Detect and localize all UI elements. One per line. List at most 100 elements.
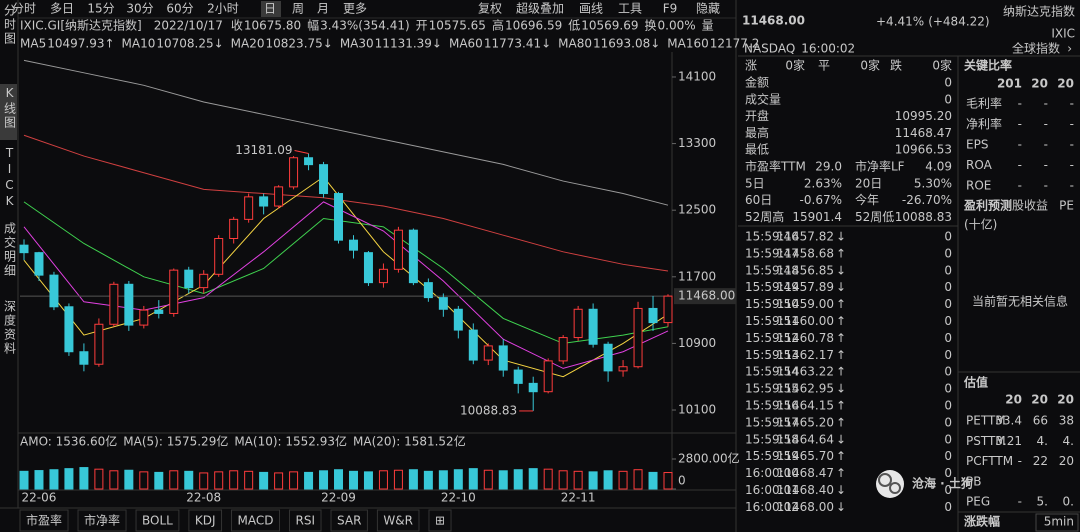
ratio-cell: - — [1044, 158, 1048, 172]
candle-body — [184, 269, 194, 289]
volume-legend: AMO: 1536.60亿 — [20, 434, 117, 449]
ratio-cell: - — [1018, 179, 1022, 193]
empty-note: 当前暂无相关信息 — [972, 294, 1068, 309]
period-tab[interactable]: 多日 — [50, 2, 74, 16]
ma-value: 10497.93↑ — [47, 37, 114, 51]
ma-label: MA80 — [558, 37, 592, 51]
watermark-icon — [878, 473, 892, 487]
candle-body — [588, 308, 598, 345]
tool-button[interactable]: 隐藏 — [696, 2, 720, 16]
ratio-cell: - — [1018, 138, 1022, 152]
candle-body — [169, 269, 179, 314]
indicator-tab[interactable]: SAR — [337, 514, 361, 528]
tick-time: 16:00:01 — [745, 483, 799, 497]
tool-button[interactable]: 复权 — [478, 2, 502, 16]
volume-bar — [513, 469, 523, 490]
indicator-tab[interactable]: KDJ — [195, 514, 216, 528]
volume-bar — [363, 471, 373, 490]
side-tab[interactable]: TICK — [3, 146, 17, 210]
tick-price: 11468.47 — [777, 466, 834, 480]
period[interactable]: 5min — [1044, 515, 1074, 529]
volume-bar — [184, 470, 194, 490]
tick-arrow: ↓ — [836, 230, 846, 244]
volume-bar — [94, 468, 104, 490]
indicator-tab[interactable]: W&R — [383, 514, 413, 528]
ma-line — [23, 201, 669, 344]
tick-time: 15:59:52 — [745, 331, 799, 345]
period-tab[interactable]: 15分 — [87, 2, 114, 16]
y-tick-label: 12500 — [678, 203, 716, 217]
period-tab[interactable]: 更多 — [343, 2, 367, 16]
valuation-cell: 20 — [1059, 454, 1074, 468]
tool-button[interactable]: 超级叠加 — [516, 1, 564, 16]
x-tick-label: 22-09 — [321, 491, 356, 505]
indicator-tab[interactable]: BOLL — [142, 514, 173, 528]
ma-line — [23, 201, 669, 369]
volume-bar — [633, 469, 643, 490]
period-tab[interactable]: 分时 — [12, 2, 36, 16]
period-box[interactable] — [1035, 513, 1079, 532]
period-tab[interactable]: 2小时 — [207, 2, 239, 16]
column-header: 20 — [1031, 77, 1048, 91]
period-tab[interactable]: 60分 — [166, 2, 193, 16]
y-tick-label: 14100 — [678, 69, 716, 83]
ratio-label: 52周高 — [745, 209, 784, 224]
indicator-tab[interactable]: 市盈率 — [26, 513, 62, 528]
indicator-tab[interactable]: MACD — [238, 514, 274, 528]
candle-body — [453, 308, 463, 331]
valuation-cell: 22 — [1033, 454, 1048, 468]
ratio-value: -0.67% — [800, 193, 842, 207]
valuation-cell: 38 — [1059, 414, 1074, 428]
side-tab[interactable]: 成交明细 — [3, 222, 17, 278]
indicator-tab[interactable]: ⊞ — [435, 514, 445, 528]
global-index-link[interactable]: 全球指数 — [1012, 41, 1060, 56]
field-value: 3.43%(354.41) — [320, 19, 409, 33]
tab-border — [77, 509, 127, 532]
volume-bar — [289, 471, 299, 490]
tick-time: 15:59:48 — [745, 263, 799, 277]
stat-label: 开盘 — [745, 108, 769, 123]
tick-volume: 0 — [944, 230, 952, 244]
side-tab[interactable]: K线图 — [3, 86, 17, 130]
volume-bar — [483, 469, 493, 490]
valuation-name: PETTM — [966, 414, 1006, 428]
indicator-tab[interactable]: 市净率 — [84, 513, 120, 528]
side-tab[interactable]: 深度资料 — [3, 300, 17, 356]
tick-price: 11456.85 — [777, 263, 834, 277]
tab-border — [188, 509, 223, 532]
x-tick-label: 22-06 — [22, 491, 57, 505]
side-tab[interactable]: 分时图 — [3, 4, 17, 46]
y-tick-label: 13300 — [678, 136, 716, 150]
tick-time: 15:59:59 — [745, 449, 799, 463]
tool-button[interactable]: 工具 — [618, 2, 642, 16]
tick-volume: 0 — [944, 348, 952, 362]
tick-time: 15:59:56 — [745, 399, 799, 413]
tool-button[interactable]: 画线 — [579, 2, 603, 16]
current-price-box — [674, 288, 736, 305]
ma-value: 10708.25↓ — [156, 37, 223, 51]
tick-arrow: ↑ — [836, 399, 846, 413]
period-tab[interactable]: 月 — [317, 2, 329, 16]
ratio-label: 60日 — [745, 193, 772, 207]
field-label: 开 — [416, 19, 428, 33]
ratio-value: 4.09 — [925, 160, 952, 174]
column-header: 20 — [1005, 393, 1022, 407]
tick-time: 15:59:50 — [745, 297, 799, 311]
section-title: 估值 — [963, 375, 988, 390]
period-tab[interactable]: 日 — [264, 2, 276, 16]
tick-volume: 0 — [944, 399, 952, 413]
period-tab[interactable]: 30分 — [126, 2, 153, 16]
candle-body — [663, 295, 673, 324]
field-value: 10575.65 — [429, 19, 486, 33]
chevron: › — [1067, 42, 1072, 56]
volume-bar — [334, 469, 344, 490]
candle-body — [573, 308, 583, 339]
tick-volume: 0 — [944, 314, 952, 328]
ma-line — [23, 134, 669, 272]
indicator-tab[interactable]: RSI — [296, 514, 316, 528]
period-tab[interactable]: 周 — [292, 2, 304, 16]
volume-bar — [109, 470, 119, 490]
tick-volume: 0 — [944, 246, 952, 260]
tool-button[interactable]: F9 — [663, 2, 678, 16]
ma-label: MA30 — [340, 37, 374, 51]
